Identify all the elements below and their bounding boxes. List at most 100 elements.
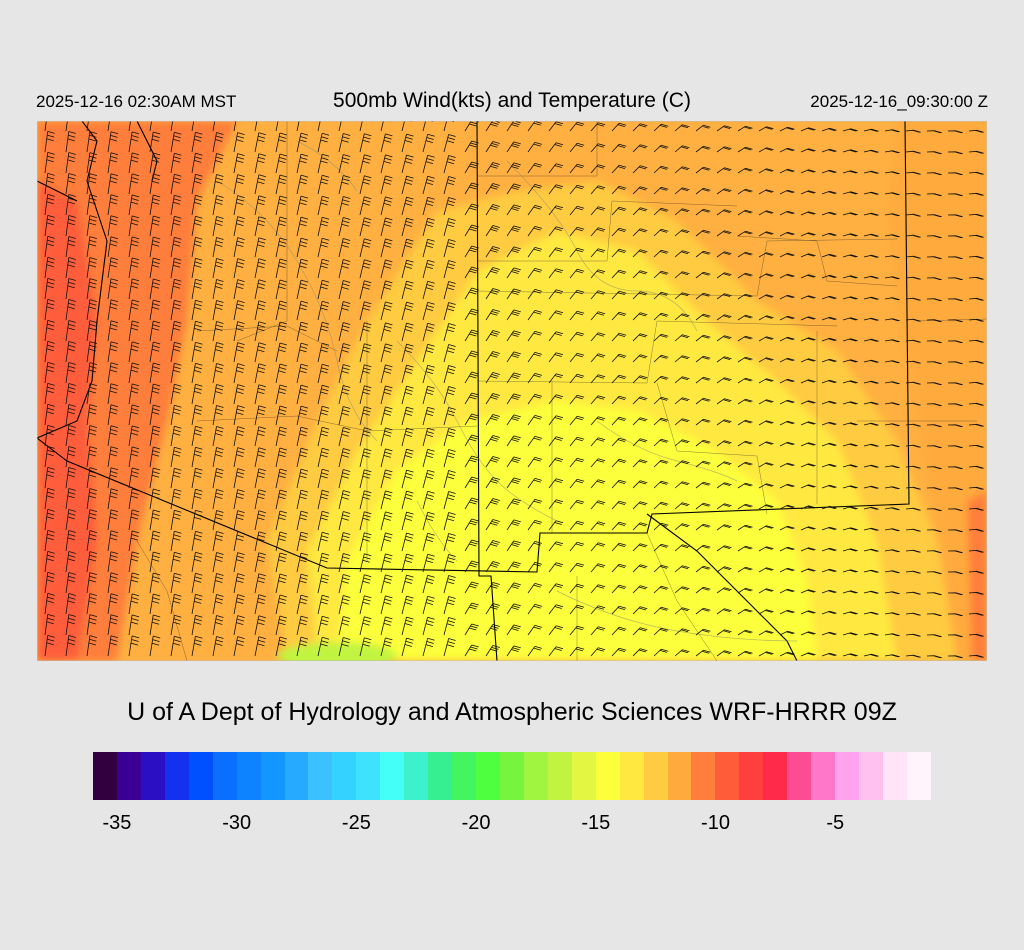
wind-barb — [464, 245, 479, 258]
wind-barb — [254, 573, 266, 594]
wind-barb — [569, 142, 585, 153]
wind-barb — [674, 229, 690, 237]
wind-barb — [884, 171, 900, 175]
wind-barb — [821, 547, 837, 552]
wind-barb — [443, 365, 456, 384]
wind-barb — [611, 626, 627, 636]
wind-barb — [506, 141, 521, 153]
wind-barb — [569, 541, 585, 552]
wind-barb — [86, 215, 98, 237]
wind-barb — [296, 121, 307, 132]
wind-barb — [317, 489, 330, 510]
wind-barb — [758, 525, 774, 531]
wind-barb — [737, 545, 753, 552]
wind-barb — [947, 487, 963, 491]
wind-barb — [359, 469, 372, 489]
wind-barb — [338, 532, 351, 552]
wind-barb — [422, 637, 435, 657]
wind-barb — [548, 520, 564, 531]
wind-barb — [338, 595, 351, 615]
wind-barb — [674, 418, 690, 426]
wind-barb — [212, 594, 224, 615]
wind-barb — [905, 423, 921, 427]
wind-barb — [107, 593, 119, 615]
wind-barb — [674, 439, 690, 447]
wind-barb — [254, 405, 266, 426]
wind-barb — [569, 457, 585, 468]
wind-barb — [569, 163, 585, 174]
wind-barb — [107, 215, 119, 237]
wind-barb — [779, 231, 795, 237]
wind-barb — [695, 460, 711, 468]
wind-barb — [86, 194, 98, 216]
wind-barb — [128, 530, 140, 552]
wind-barb — [128, 299, 140, 321]
wind-barb — [107, 614, 119, 636]
wind-barb — [149, 152, 161, 174]
wind-barb — [170, 320, 182, 342]
wind-barb — [338, 175, 351, 195]
wind-barb — [65, 509, 76, 531]
wind-barb — [317, 237, 330, 258]
wind-barb — [296, 300, 309, 321]
wind-barb — [191, 488, 203, 510]
wind-barb — [527, 604, 543, 615]
wind-barb — [338, 238, 351, 258]
wind-barb — [401, 511, 414, 531]
wind-barb — [737, 650, 753, 657]
wind-barb — [422, 196, 435, 216]
wind-barb — [401, 133, 414, 153]
colorbar-swatch — [906, 752, 931, 800]
wind-barb — [968, 192, 984, 196]
wind-barb — [674, 292, 690, 300]
wind-barb — [758, 273, 774, 279]
wind-barb — [401, 427, 414, 447]
wind-barb — [149, 593, 161, 615]
wind-barb — [443, 428, 456, 447]
wind-barb — [65, 467, 76, 489]
wind-barb — [149, 215, 161, 237]
wind-barb — [821, 337, 837, 342]
wind-barb — [716, 545, 732, 552]
wind-barb — [674, 208, 690, 216]
wind-barb — [569, 562, 585, 573]
wind-barb — [842, 506, 858, 510]
wind-barb — [674, 397, 690, 405]
wind-barb — [569, 436, 585, 447]
wind-barb — [548, 289, 564, 300]
wind-barb — [905, 633, 921, 637]
wind-barb — [506, 121, 521, 132]
wind-barb — [65, 425, 76, 447]
wind-barb — [569, 373, 585, 384]
wind-barb — [506, 162, 521, 174]
wind-barb — [947, 613, 963, 617]
wind-barb — [275, 153, 288, 174]
wind-barb — [275, 279, 288, 300]
wind-barb — [758, 315, 774, 321]
wind-barb — [548, 457, 564, 468]
colorbar-swatch — [595, 752, 620, 800]
wind-barb — [653, 501, 669, 510]
wind-barb — [569, 520, 585, 531]
wind-barb — [44, 341, 55, 363]
wind-barb — [401, 217, 414, 237]
temperature-colorbar — [93, 752, 931, 800]
wind-barb — [107, 383, 119, 405]
wind-barb — [842, 653, 858, 657]
wind-barb — [296, 174, 309, 195]
wind-barb — [149, 614, 161, 636]
wind-barb — [590, 626, 606, 636]
wind-barb — [254, 174, 266, 195]
wind-barb — [611, 584, 627, 594]
wind-barb — [779, 273, 795, 279]
wind-barb — [275, 426, 288, 447]
wind-barb — [359, 133, 372, 153]
wind-barb — [128, 173, 140, 195]
wind-barb — [401, 121, 413, 132]
wind-barb — [65, 278, 76, 300]
wind-barb — [233, 132, 245, 153]
wind-barb — [212, 258, 224, 279]
wind-barb — [380, 448, 393, 468]
wind-barb — [905, 591, 921, 595]
wind-barb — [632, 543, 648, 552]
